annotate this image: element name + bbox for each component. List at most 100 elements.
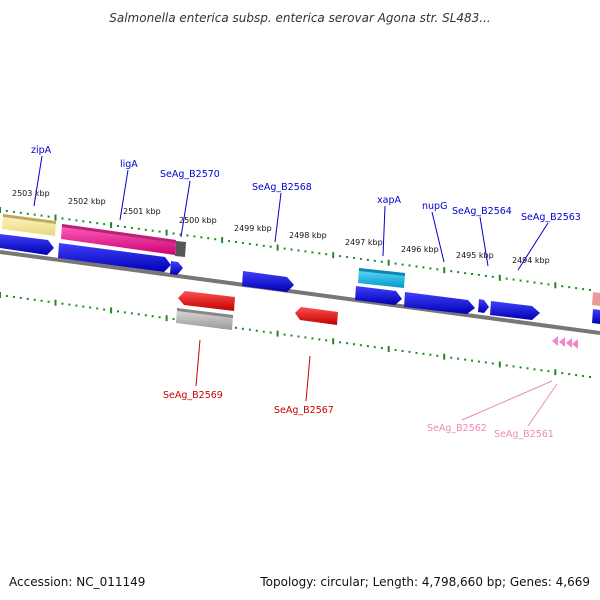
forward-minor-tick <box>61 217 64 220</box>
reverse-minor-tick <box>401 350 404 352</box>
reverse-minor-tick <box>477 360 480 363</box>
reverse-minor-tick <box>436 354 439 357</box>
forward-minor-tick <box>491 275 494 278</box>
forward-minor-tick <box>200 236 203 239</box>
cds-edge-right[interactable] <box>592 292 600 306</box>
trna-marker-4[interactable] <box>572 339 578 349</box>
gene-arrow-fwd-5[interactable] <box>355 286 402 305</box>
scale-label-2499: 2499 kbp <box>234 224 272 233</box>
reverse-minor-tick <box>40 299 43 302</box>
forward-minor-tick <box>241 241 244 244</box>
forward-minor-tick <box>68 218 71 221</box>
scale-label-2497: 2497 kbp <box>345 238 383 247</box>
reverse-minor-tick <box>262 330 265 333</box>
forward-minor-tick <box>373 259 376 262</box>
scale-labels: 2503 kbp 2502 kbp 2501 kbp 2500 kbp 2499… <box>12 189 550 265</box>
forward-minor-tick <box>283 247 286 250</box>
reverse-minor-tick <box>366 345 369 348</box>
reverse-minor-tick <box>311 337 314 340</box>
reverse-minor-tick <box>130 312 133 315</box>
reverse-minor-tick <box>304 336 307 339</box>
reverse-major-tick <box>54 299 57 306</box>
forward-minor-tick <box>89 221 92 224</box>
scale-label-2501: 2501 kbp <box>123 207 161 216</box>
forward-minor-tick <box>311 251 314 254</box>
reverse-minor-tick <box>47 300 50 303</box>
label-seag-b2561[interactable]: SeAg_B2561 <box>494 429 554 440</box>
label-xapA[interactable]: xapA <box>377 195 401 206</box>
gene-arrow-rev-2[interactable] <box>295 307 338 325</box>
leader-nupG <box>431 211 445 263</box>
forward-genes <box>0 234 600 324</box>
trna-marker-2[interactable] <box>559 337 565 347</box>
gene-arrow-fwd-3[interactable] <box>170 261 183 275</box>
label-nupG[interactable]: nupG <box>422 201 447 212</box>
reverse-minor-tick <box>241 327 244 330</box>
reverse-genes <box>178 291 338 325</box>
label-zipA[interactable]: zipA <box>31 145 52 156</box>
forward-minor-tick <box>547 283 550 286</box>
cds-ligA[interactable] <box>61 224 176 255</box>
reverse-minor-tick <box>519 366 522 369</box>
gene-arrow-fwd-2[interactable] <box>58 243 171 272</box>
forward-minor-tick <box>339 255 342 258</box>
forward-minor-tick <box>353 257 355 259</box>
forward-minor-tick <box>304 250 307 253</box>
forward-major-tick <box>387 259 390 266</box>
label-seag-b2569[interactable]: SeAg_B2569 <box>163 390 223 401</box>
reverse-major-tick <box>0 292 1 298</box>
reverse-minor-tick <box>373 346 376 349</box>
reverse-minor-tick <box>248 328 251 331</box>
reverse-minor-tick <box>117 310 119 313</box>
reverse-minor-tick <box>33 298 36 301</box>
forward-minor-tick <box>235 241 237 243</box>
reverse-minor-tick <box>464 358 467 361</box>
reverse-minor-tick <box>12 295 15 298</box>
gene-arrow-fwd-1[interactable] <box>0 234 54 255</box>
trna-marker-3[interactable] <box>566 338 572 348</box>
forward-minor-tick <box>401 263 404 266</box>
leader-lines <box>33 155 558 427</box>
forward-minor-tick <box>255 243 258 246</box>
label-seag-b2567[interactable]: SeAg_B2567 <box>274 405 334 416</box>
genome-backbone <box>0 250 600 335</box>
label-seag-b2563[interactable]: SeAg_B2563 <box>521 212 581 223</box>
forward-minor-tick <box>450 270 453 273</box>
forward-minor-tick <box>533 281 536 284</box>
label-seag-b2562[interactable]: SeAg_B2562 <box>427 423 487 434</box>
forward-minor-tick <box>26 212 29 215</box>
label-ligA[interactable]: ligA <box>120 159 138 170</box>
reverse-minor-tick <box>137 313 140 316</box>
trna-marker-1[interactable] <box>552 336 558 346</box>
label-seag-b2570[interactable]: SeAg_B2570 <box>160 169 220 180</box>
reverse-minor-tick <box>68 303 71 306</box>
reverse-minor-tick <box>422 352 425 355</box>
reverse-minor-tick <box>255 329 258 332</box>
topology-text: Topology: circular; Length: 4,798,660 bp… <box>259 575 590 589</box>
reverse-minor-tick <box>290 334 293 337</box>
gene-arrow-rev-1[interactable] <box>178 291 235 311</box>
gene-arrow-fwd-8[interactable] <box>490 301 540 320</box>
forward-minor-tick <box>117 225 119 227</box>
reverse-minor-tick <box>450 356 453 359</box>
gene-arrow-fwd-7[interactable] <box>478 299 489 313</box>
reverse-minor-tick <box>582 375 585 377</box>
forward-minor-tick <box>366 258 369 261</box>
cds-seag-b2570[interactable] <box>175 241 186 257</box>
gene-arrow-fwd-4[interactable] <box>242 271 294 292</box>
reverse-minor-tick <box>415 351 418 354</box>
label-seag-b2568[interactable]: SeAg_B2568 <box>252 182 312 193</box>
reverse-minor-tick <box>318 338 321 341</box>
forward-minor-tick <box>96 222 99 225</box>
forward-minor-tick <box>214 238 217 241</box>
gene-arrow-fwd-9[interactable] <box>592 309 600 324</box>
gene-labels: zipA ligA SeAg_B2570 SeAg_B2568 xapA nup… <box>31 145 581 440</box>
reverse-major-tick <box>443 353 446 360</box>
map-title: Salmonella enterica subsp. enterica sero… <box>109 11 490 25</box>
forward-minor-tick <box>297 249 300 252</box>
label-seag-b2564[interactable]: SeAg_B2564 <box>452 206 512 217</box>
reverse-major-tick <box>332 338 335 345</box>
forward-minor-tick <box>568 286 571 289</box>
gene-arrow-fwd-6[interactable] <box>404 292 475 314</box>
reverse-minor-tick <box>568 373 571 376</box>
